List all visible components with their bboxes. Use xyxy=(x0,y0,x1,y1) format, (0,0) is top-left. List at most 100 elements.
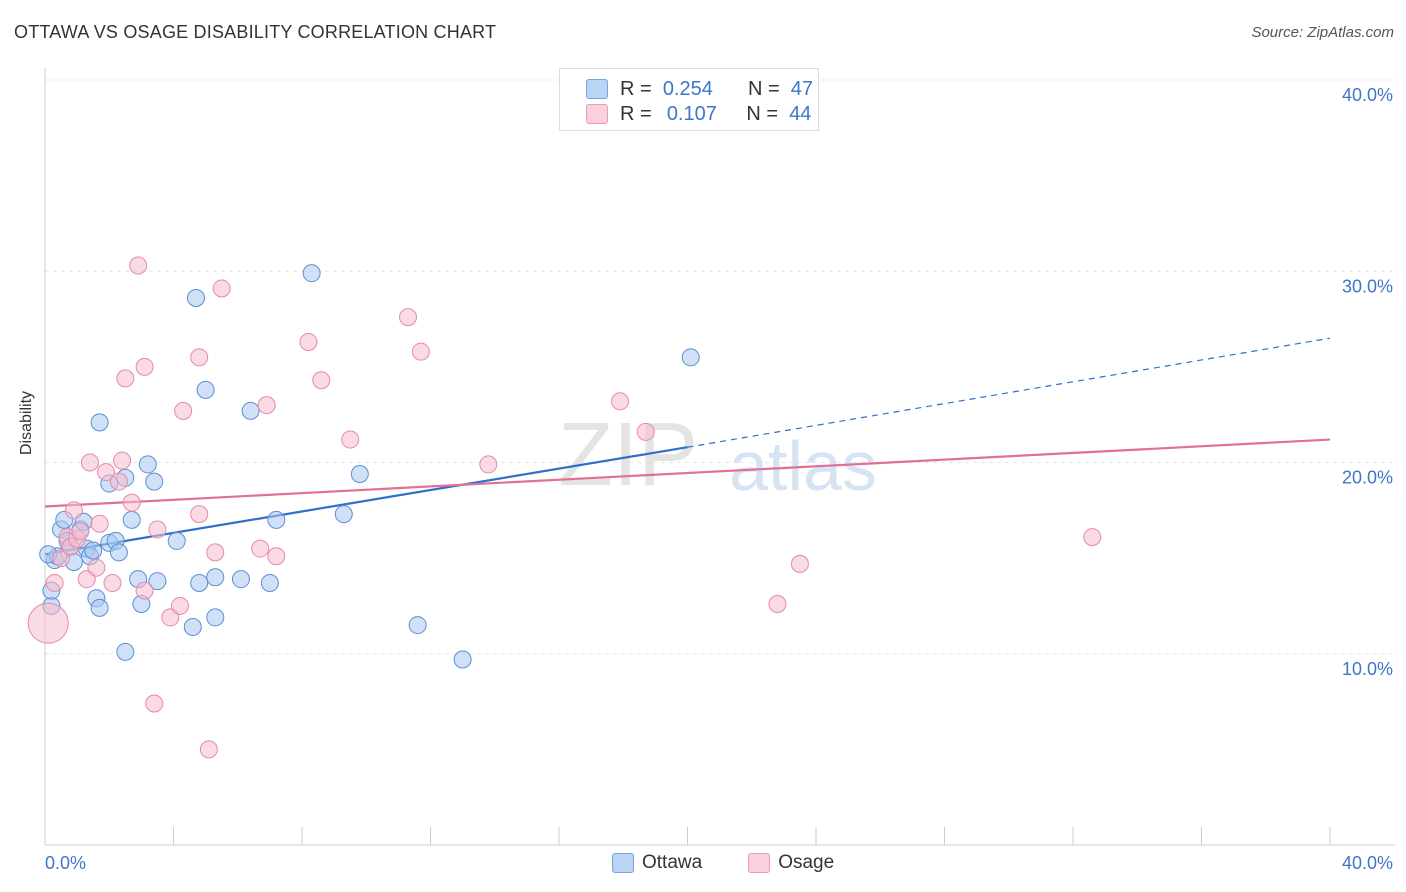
ottawa-point xyxy=(350,464,369,483)
ottawa-point xyxy=(122,510,141,529)
tick-labels: 10.0% 20.0% 30.0% 40.0% 0.0% 40.0% xyxy=(45,85,1393,873)
osage-point xyxy=(174,401,193,420)
osage-point xyxy=(135,357,154,376)
osage-point xyxy=(52,549,71,568)
osage-point xyxy=(77,570,96,589)
ottawa-point xyxy=(453,650,472,669)
osage-point xyxy=(199,740,218,759)
r-label: R = xyxy=(620,102,652,125)
ottawa-n-value: 47 xyxy=(790,77,813,100)
ottawa-point xyxy=(116,642,135,661)
ottawa-swatch xyxy=(586,79,608,99)
y-tick-label: 10.0% xyxy=(1342,659,1393,679)
osage-point xyxy=(80,453,99,472)
osage-point xyxy=(312,371,331,390)
ottawa-point xyxy=(196,380,215,399)
ottawa-point xyxy=(190,573,209,592)
ottawa-point xyxy=(241,401,260,420)
ottawa-point xyxy=(90,413,109,432)
ottawa-point xyxy=(408,616,427,635)
osage-point xyxy=(206,543,225,562)
ottawa-point xyxy=(138,455,157,474)
osage-point xyxy=(64,501,83,520)
ottawa-point xyxy=(260,573,279,592)
osage-legend-label: Osage xyxy=(778,852,835,873)
ottawa-legend-swatch xyxy=(612,853,634,873)
osage-point xyxy=(611,392,630,411)
ottawa-point xyxy=(302,264,321,283)
osage-point xyxy=(129,256,148,275)
osage-trend-line xyxy=(44,438,1331,508)
ottawa-point xyxy=(231,570,250,589)
ottawa-point xyxy=(681,348,700,367)
osage-point xyxy=(768,595,787,614)
osage-point xyxy=(135,581,154,600)
osage-point xyxy=(190,505,209,524)
osage-point xyxy=(161,608,180,627)
osage-point xyxy=(341,430,360,449)
y-tick-label: 20.0% xyxy=(1342,468,1393,488)
ottawa-point xyxy=(148,572,167,591)
osage-point xyxy=(1083,528,1102,547)
osage-swatch xyxy=(586,104,608,124)
n-label: N = xyxy=(747,77,780,100)
r-label: R = xyxy=(620,77,652,100)
osage-point xyxy=(27,602,69,644)
ottawa-point xyxy=(90,598,109,617)
axes xyxy=(44,68,1395,846)
osage-point xyxy=(45,573,64,592)
osage-point xyxy=(97,463,116,482)
osage-point xyxy=(113,451,132,470)
y-tick-label: 40.0% xyxy=(1342,85,1393,105)
osage-point xyxy=(257,396,276,415)
ottawa-point xyxy=(84,541,103,560)
ottawa-point xyxy=(206,568,225,587)
series-legend: Ottawa Osage xyxy=(612,852,834,874)
ottawa-point xyxy=(334,505,353,524)
ottawa-point xyxy=(167,531,186,550)
ottawa-point xyxy=(267,510,286,529)
gridlines xyxy=(45,79,1395,655)
osage-point xyxy=(148,520,167,539)
watermark-zip: ZIP xyxy=(558,405,698,505)
legend-row-osage: R = 0.107 N = 44 xyxy=(586,102,811,126)
osage-point xyxy=(267,547,286,566)
x-tick-label: 0.0% xyxy=(45,853,86,873)
ottawa-point xyxy=(109,543,128,562)
n-label: N = xyxy=(746,102,779,125)
source-label: Source: ZipAtlas.com xyxy=(1251,24,1394,41)
ottawa-legend-label: Ottawa xyxy=(642,852,703,873)
osage-legend-swatch xyxy=(748,853,771,873)
ottawa-trend-extension xyxy=(687,337,1331,448)
ottawa-point xyxy=(183,617,202,636)
osage-point xyxy=(251,539,270,558)
osage-point xyxy=(636,422,655,441)
osage-point xyxy=(299,333,318,352)
ottawa-point xyxy=(186,289,205,308)
watermark: ZIP atlas xyxy=(558,405,877,505)
ottawa-point xyxy=(145,472,164,491)
osage-point xyxy=(479,455,498,474)
ottawa-r-value: 0.254 xyxy=(662,77,713,100)
osage-point xyxy=(411,342,430,361)
osage-point xyxy=(109,472,128,491)
osage-point xyxy=(103,573,122,592)
osage-point xyxy=(212,279,231,298)
data-points xyxy=(27,256,1102,759)
osage-point xyxy=(170,596,189,615)
osage-point xyxy=(190,348,209,367)
osage-point xyxy=(71,522,90,541)
osage-r-value: 0.107 xyxy=(666,102,717,125)
osage-point xyxy=(790,554,809,573)
y-tick-label: 30.0% xyxy=(1342,276,1393,296)
legend-row-ottawa: R = 0.254 N = 47 xyxy=(586,77,813,101)
osage-point xyxy=(145,694,164,713)
osage-n-value: 44 xyxy=(789,102,812,125)
osage-point xyxy=(122,493,141,512)
osage-point xyxy=(399,308,418,327)
correlation-legend: R = 0.254 N = 47 R = 0.107 N = 44 xyxy=(559,68,819,131)
osage-point xyxy=(87,558,106,577)
osage-point xyxy=(116,369,135,388)
chart-title: OTTAWA VS OSAGE DISABILITY CORRELATION C… xyxy=(14,22,497,42)
